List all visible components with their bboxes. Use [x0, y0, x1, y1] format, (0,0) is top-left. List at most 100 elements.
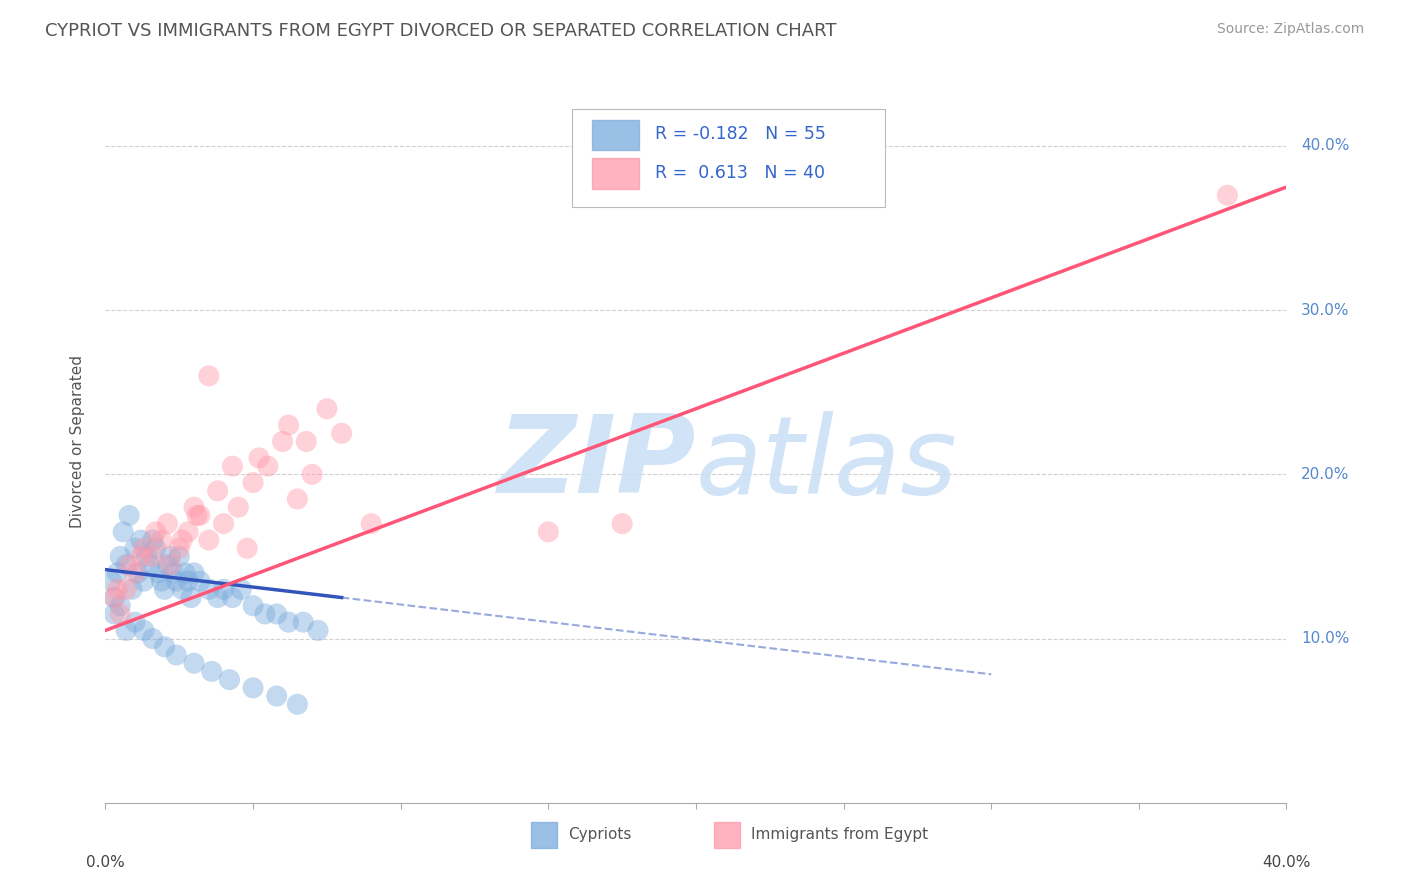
Point: [105, 566, 128, 580]
Point: [236, 541, 259, 556]
Point: [301, 467, 323, 482]
Y-axis label: Divorced or Separated: Divorced or Separated: [70, 355, 84, 528]
Point: [247, 450, 270, 465]
Point: [142, 533, 165, 547]
Point: [156, 558, 179, 572]
Point: [330, 426, 353, 441]
Point: [1216, 188, 1239, 202]
Text: 0.0%: 0.0%: [86, 855, 125, 871]
Text: 20.0%: 20.0%: [1302, 467, 1350, 482]
Point: [228, 500, 250, 515]
Point: [121, 582, 143, 597]
Point: [242, 599, 264, 613]
Point: [266, 689, 288, 703]
Point: [110, 607, 132, 621]
Text: R = -0.182   N = 55: R = -0.182 N = 55: [655, 126, 825, 144]
Point: [150, 574, 173, 588]
Point: [183, 500, 205, 515]
Point: [197, 582, 219, 597]
Point: [115, 624, 138, 638]
Point: [124, 541, 146, 556]
Point: [159, 558, 181, 572]
Point: [537, 524, 560, 539]
Point: [186, 508, 208, 523]
Point: [292, 615, 315, 630]
Point: [156, 516, 179, 531]
Point: [221, 459, 243, 474]
Point: [103, 591, 125, 605]
Point: [242, 681, 264, 695]
Point: [132, 624, 155, 638]
Point: [115, 558, 138, 572]
Text: Source: ZipAtlas.com: Source: ZipAtlas.com: [1216, 22, 1364, 37]
Point: [207, 483, 229, 498]
Point: [231, 582, 253, 597]
Point: [153, 640, 176, 654]
Point: [159, 549, 181, 564]
Point: [612, 516, 634, 531]
Point: [103, 607, 125, 621]
Text: 10.0%: 10.0%: [1302, 632, 1350, 646]
Point: [174, 566, 197, 580]
Point: [212, 582, 235, 597]
Point: [110, 599, 132, 613]
Point: [307, 624, 329, 638]
Point: [110, 549, 132, 564]
Point: [169, 541, 191, 556]
Point: [112, 524, 135, 539]
Point: [129, 533, 152, 547]
Point: [183, 566, 205, 580]
Point: [287, 698, 309, 712]
Point: [172, 582, 194, 597]
Point: [127, 566, 149, 580]
Point: [103, 591, 125, 605]
Point: [145, 541, 167, 556]
Text: Immigrants from Egypt: Immigrants from Egypt: [751, 828, 928, 842]
Point: [115, 582, 138, 597]
Point: [165, 648, 187, 662]
Point: [207, 591, 229, 605]
Point: [266, 607, 288, 621]
Point: [277, 615, 299, 630]
Point: [212, 516, 235, 531]
Point: [271, 434, 294, 449]
Text: 40.0%: 40.0%: [1302, 138, 1350, 153]
Point: [169, 549, 191, 564]
Point: [100, 574, 122, 588]
Point: [165, 574, 187, 588]
Point: [172, 533, 194, 547]
Point: [145, 524, 167, 539]
Point: [242, 475, 264, 490]
Point: [315, 401, 337, 416]
Point: [360, 516, 382, 531]
Bar: [592, 158, 640, 189]
Bar: [714, 822, 740, 847]
Point: [150, 533, 173, 547]
Point: [277, 418, 299, 433]
Text: 30.0%: 30.0%: [1302, 302, 1350, 318]
Point: [132, 574, 155, 588]
Point: [295, 434, 318, 449]
Point: [287, 491, 309, 506]
Text: 40.0%: 40.0%: [1263, 855, 1310, 871]
Point: [221, 591, 243, 605]
Text: ZIP: ZIP: [498, 410, 696, 516]
Point: [124, 615, 146, 630]
Point: [142, 632, 165, 646]
Point: [105, 582, 128, 597]
Point: [218, 673, 240, 687]
Point: [129, 549, 152, 564]
Bar: [592, 120, 640, 151]
Point: [153, 582, 176, 597]
Point: [183, 657, 205, 671]
Text: R =  0.613   N = 40: R = 0.613 N = 40: [655, 164, 825, 182]
Point: [253, 607, 276, 621]
Point: [132, 541, 155, 556]
Bar: [530, 822, 557, 847]
Point: [118, 508, 141, 523]
Point: [180, 591, 202, 605]
Point: [124, 566, 146, 580]
FancyBboxPatch shape: [572, 109, 884, 207]
Point: [138, 558, 162, 572]
Point: [188, 508, 211, 523]
